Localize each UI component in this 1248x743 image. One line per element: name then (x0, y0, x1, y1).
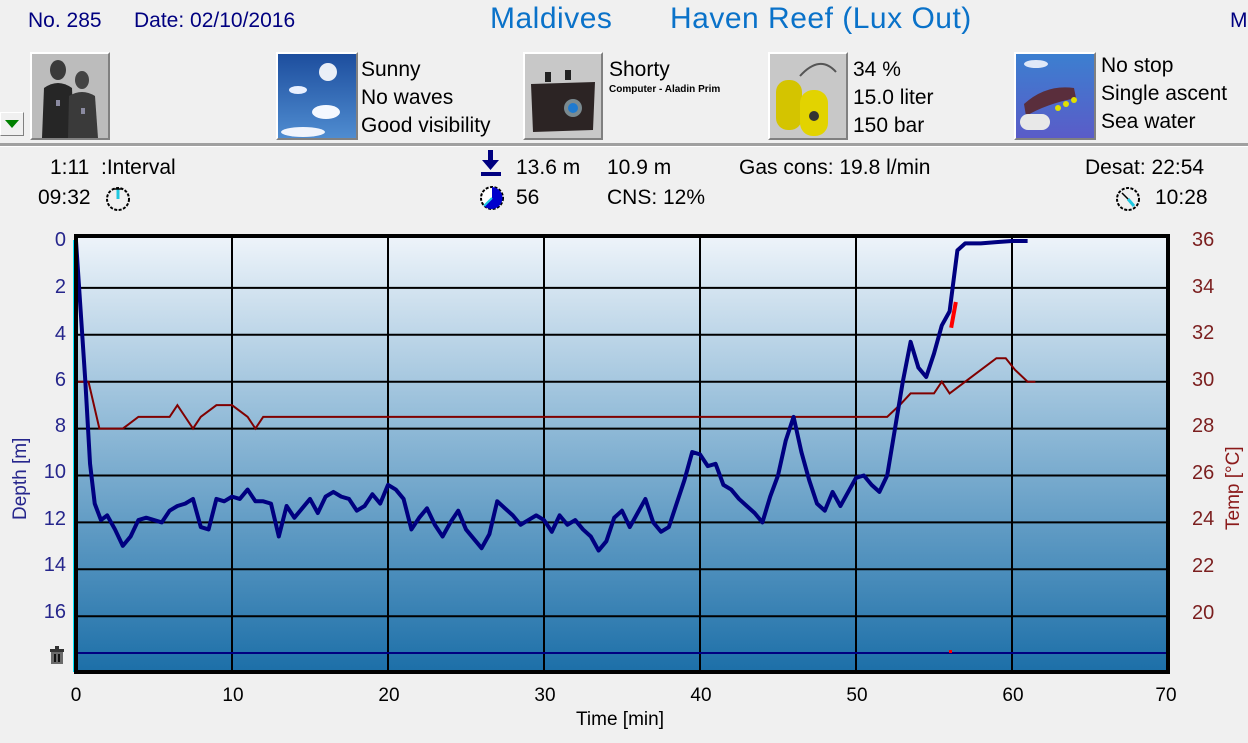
water-type: Sea water (1101, 110, 1196, 133)
trash-icon[interactable] (48, 645, 66, 665)
temp-axis-label: Temp [°C] (1223, 446, 1244, 530)
computer-model: Computer - Aladin Prim (609, 84, 721, 95)
temp-tick: 30 (1192, 369, 1215, 391)
weather-info: Sunny No waves Good visibility (361, 56, 491, 140)
time-tick: 60 (1002, 685, 1024, 706)
depth-axis-label: Depth [m] (10, 437, 31, 520)
dive-location: Maldives (490, 2, 613, 35)
avg-depth: 10.9 m (607, 156, 672, 179)
temp-tick: 22 (1192, 555, 1215, 577)
ascent-type: Single ascent (1101, 82, 1228, 105)
triangle-down-icon (5, 120, 19, 128)
time-tick: 10 (222, 685, 244, 706)
depth-tick: 0 (54, 229, 66, 251)
temp-tick: 32 (1192, 322, 1215, 344)
dive-profile-chart[interactable] (0, 225, 1248, 738)
time-tick: 0 (70, 685, 82, 706)
depth-tick: 12 (43, 508, 66, 530)
sunny-sky-icon (278, 54, 356, 138)
divers-thumbnail[interactable] (30, 52, 110, 140)
header-separator (0, 143, 1248, 147)
tank-thumbnail[interactable] (768, 52, 848, 140)
max-depth-icon (481, 150, 501, 176)
time-tick: 30 (534, 685, 556, 706)
gas-mix: 34 % (853, 58, 901, 81)
depth-tick: 4 (54, 323, 66, 345)
entry-clock-icon (106, 187, 130, 211)
truncated-header-text: M (1230, 9, 1248, 32)
depth-tick: 10 (43, 461, 66, 483)
diver-ascent-icon (1016, 54, 1094, 138)
temp-tick: 34 (1192, 276, 1215, 298)
entry-time: 09:32 (38, 186, 91, 209)
cns-value: CNS: 12% (607, 186, 706, 209)
temp-tick: 28 (1192, 415, 1215, 437)
weather-condition: Sunny (361, 58, 421, 81)
desaturation-time: Desat: 22:54 (1085, 156, 1205, 179)
depth-tick: 14 (43, 554, 66, 576)
gear-info: Shorty Computer - Aladin Prim (609, 56, 764, 95)
divers-icon (32, 54, 108, 138)
gas-consumption: Gas cons: 19.8 l/min (739, 156, 931, 179)
dive-number: No. 285 (28, 9, 102, 32)
suit-type: Shorty (609, 58, 670, 81)
depth-tick: 6 (54, 369, 66, 391)
depth-tick: 8 (54, 415, 66, 437)
max-depth: 13.6 m (516, 156, 581, 179)
time-tick: 20 (378, 685, 400, 706)
dive-profile-plot (73, 234, 1170, 674)
dive-type-thumbnail[interactable] (1014, 52, 1096, 140)
exit-clock-icon (1116, 187, 1140, 211)
depth-tick: 2 (54, 276, 66, 298)
surface-interval: 1:11 (50, 156, 90, 179)
depth-tick: 16 (43, 601, 66, 623)
expand-dropdown-button[interactable] (0, 112, 24, 136)
temp-tick: 36 (1192, 229, 1215, 251)
weather-thumbnail[interactable] (276, 52, 358, 140)
time-axis-label: Time [min] (576, 709, 664, 730)
dive-bag-icon (525, 54, 601, 138)
temp-tick: 20 (1192, 602, 1215, 624)
tank-info: 34 % 15.0 liter 150 bar (853, 56, 934, 140)
dive-type-info: No stop Single ascent Sea water (1101, 52, 1227, 136)
temp-tick: 26 (1192, 462, 1215, 484)
dive-date: Date: 02/10/2016 (134, 9, 296, 32)
temp-tick: 24 (1192, 508, 1215, 530)
visibility-condition: Good visibility (361, 114, 491, 137)
time-tick: 40 (690, 685, 712, 706)
tank-volume: 15.0 liter (853, 86, 934, 109)
surface-interval-label: :Interval (101, 156, 176, 179)
dive-duration: 56 (516, 186, 540, 209)
wave-condition: No waves (361, 86, 454, 109)
duration-clock-icon (480, 186, 504, 210)
deco-type: No stop (1101, 54, 1174, 77)
time-tick: 50 (846, 685, 868, 706)
dive-site: Haven Reef (Lux Out) (670, 2, 972, 35)
time-tick: 70 (1155, 685, 1177, 706)
gear-thumbnail[interactable] (523, 52, 603, 140)
tank-pressure: 150 bar (853, 114, 925, 137)
yellow-tanks-icon (770, 54, 846, 138)
exit-time: 10:28 (1155, 186, 1208, 209)
